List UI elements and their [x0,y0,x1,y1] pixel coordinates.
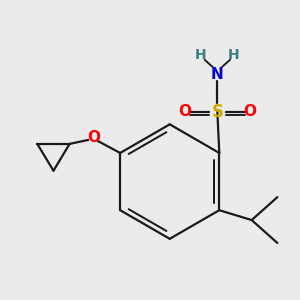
Text: O: O [178,104,191,119]
Text: S: S [211,103,223,121]
Text: O: O [87,130,100,146]
Text: N: N [211,67,224,82]
Text: O: O [243,104,256,119]
Text: H: H [195,48,207,62]
Text: H: H [228,48,240,62]
